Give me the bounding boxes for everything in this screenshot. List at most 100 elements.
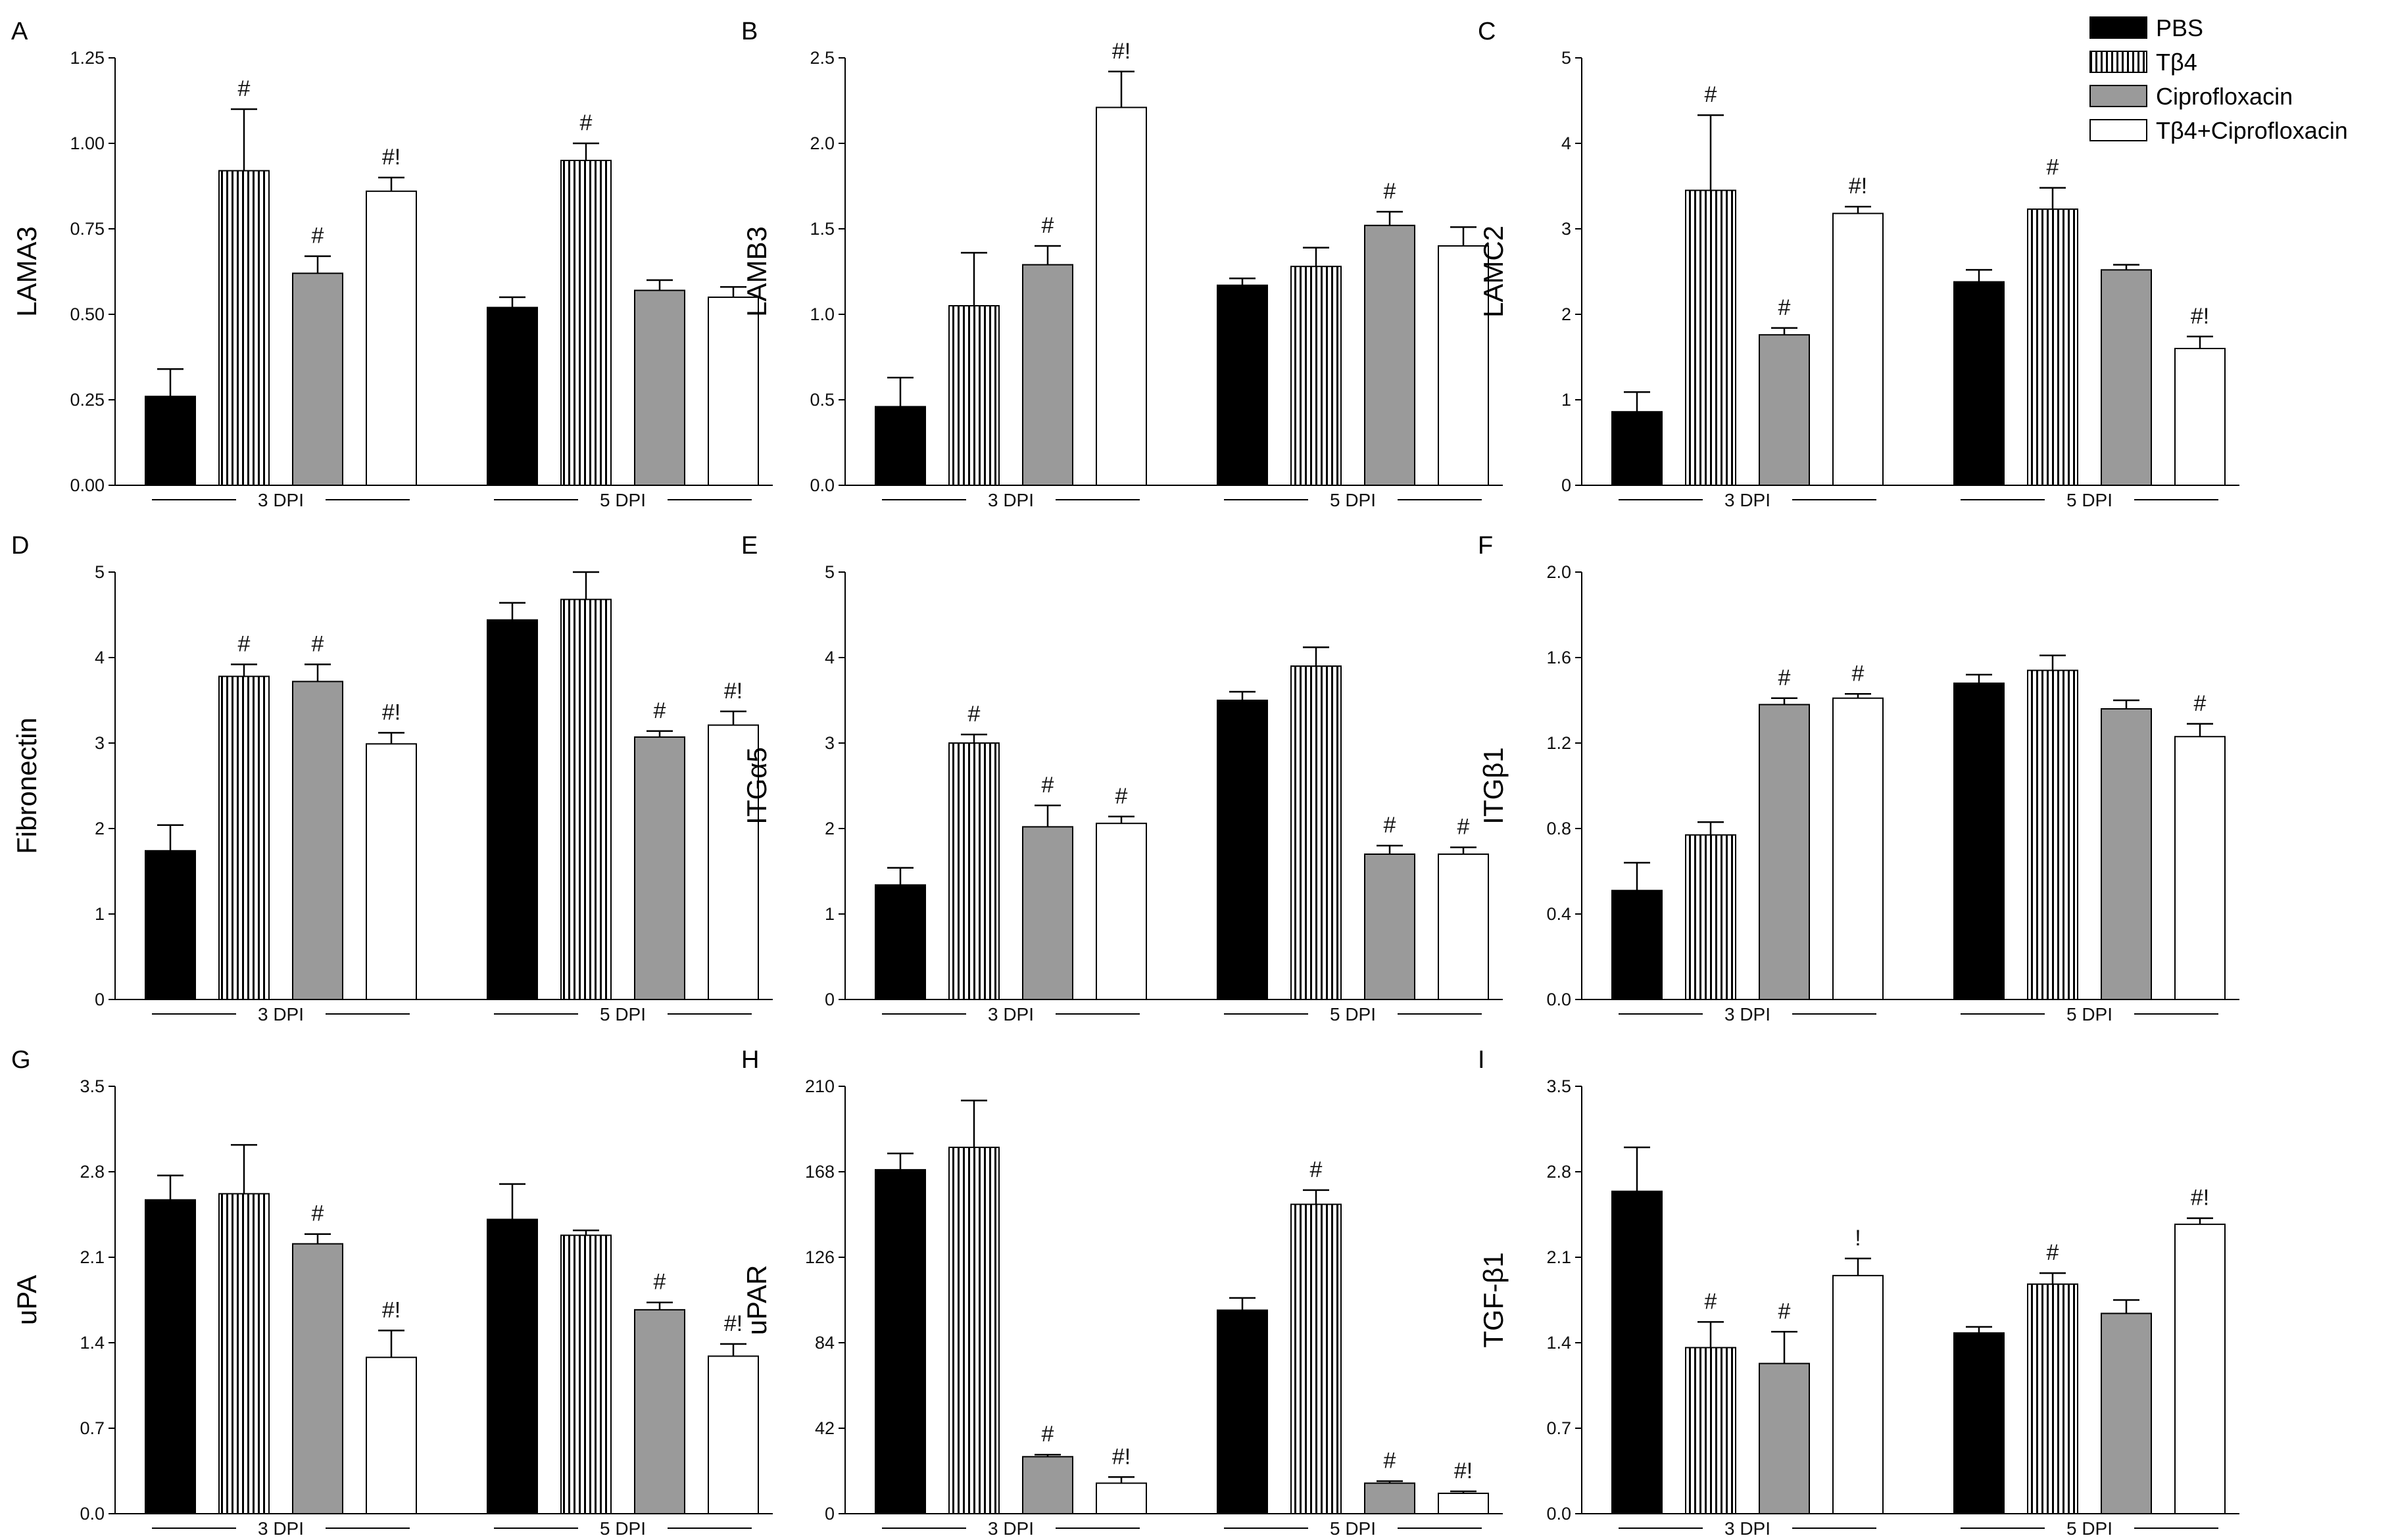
bar-g-tb4-ciprofloxacin-3dpi xyxy=(366,1357,417,1514)
annotation-d-tb4-3dpi: # xyxy=(238,631,251,656)
legend-label-tb4: Tβ4 xyxy=(2156,49,2197,76)
bar-d-ciprofloxacin-3dpi xyxy=(292,681,343,1001)
y-tick-label-d-1: 1 xyxy=(95,904,105,924)
bar-b-pbs-3dpi xyxy=(875,406,926,487)
bar-i-tb4-ciprofloxacin-3dpi xyxy=(1832,1274,1884,1515)
panel-b: B 0.0 0.5 1.0 1.5 2.0 2.5 LAMB3 # # #! 3 DPI 5 DPI xyxy=(741,18,1503,510)
y-tick-label-c-2: 2 xyxy=(1561,304,1571,324)
bar-h-ciprofloxacin-3dpi xyxy=(1022,1456,1073,1514)
annotation-e-ciprofloxacin-5dpi: # xyxy=(1384,813,1396,838)
bar-a-tb4-5dpi xyxy=(560,160,612,486)
bar-f-tb4-5dpi xyxy=(2027,669,2078,1000)
legend-swatch-tb4-ciprofloxacin xyxy=(2089,119,2147,141)
annotation-d-ciprofloxacin-5dpi: # xyxy=(654,698,666,723)
y-tick-label-e-3: 3 xyxy=(825,733,835,753)
annotation-e-tb4-ciprofloxacin-3dpi: # xyxy=(1115,784,1128,809)
y-tick-label-b-2: 1.0 xyxy=(810,304,835,324)
annotation-d-tb4-ciprofloxacin-5dpi: #! xyxy=(724,679,743,704)
bar-i-tb4-ciprofloxacin-5dpi xyxy=(2174,1223,2226,1515)
y-tick-label-c-0: 0 xyxy=(1561,475,1571,495)
legend-item-pbs: PBS xyxy=(2089,14,2203,41)
y-tick-label-e-4: 4 xyxy=(825,648,835,667)
group-label-h-5dpi: 5 DPI xyxy=(1330,1518,1376,1539)
bar-a-pbs-5dpi xyxy=(487,306,538,486)
y-tick-label-b-3: 1.5 xyxy=(810,219,835,239)
bar-e-pbs-3dpi xyxy=(875,884,926,1001)
annotation-e-ciprofloxacin-3dpi: # xyxy=(1042,773,1054,798)
bar-a-tb4-ciprofloxacin-3dpi xyxy=(366,190,417,486)
y-tick-label-i-5: 3.5 xyxy=(1546,1076,1571,1096)
group-label-d-3dpi: 3 DPI xyxy=(258,1004,304,1024)
annotation-h-tb4-ciprofloxacin-3dpi: #! xyxy=(1112,1444,1131,1469)
y-tick-label-c-5: 5 xyxy=(1561,48,1571,68)
y-tick-label-a-3: 0.75 xyxy=(70,219,105,239)
bar-h-tb4-5dpi xyxy=(1290,1203,1342,1514)
annotation-i-tb4-ciprofloxacin-5dpi: #! xyxy=(2191,1186,2209,1211)
bar-b-tb4-ciprofloxacin-3dpi xyxy=(1096,107,1147,486)
group-label-c-5dpi: 5 DPI xyxy=(2066,490,2112,510)
y-tick-label-a-4: 1.00 xyxy=(70,133,105,153)
bar-f-tb4-ciprofloxacin-3dpi xyxy=(1832,697,1884,1000)
annotation-b-tb4-ciprofloxacin-3dpi: #! xyxy=(1112,39,1131,64)
bar-d-pbs-5dpi xyxy=(487,619,538,1000)
group-label-b-3dpi: 3 DPI xyxy=(988,490,1034,510)
annotation-g-tb4-ciprofloxacin-3dpi: #! xyxy=(382,1297,401,1322)
bar-h-tb4-ciprofloxacin-3dpi xyxy=(1096,1482,1147,1515)
y-axis-title-d: Fibronectin xyxy=(11,717,42,854)
bar-i-ciprofloxacin-5dpi xyxy=(2101,1312,2152,1515)
annotation-h-ciprofloxacin-5dpi: # xyxy=(1384,1448,1396,1473)
bar-b-tb4-ciprofloxacin-5dpi xyxy=(1438,245,1489,486)
legend-label-tb4-ciprofloxacin: Tβ4+Ciprofloxacin xyxy=(2156,117,2348,144)
panel-letter-b: B xyxy=(741,18,758,45)
annotation-a-ciprofloxacin-3dpi: # xyxy=(312,224,324,249)
bar-i-pbs-3dpi xyxy=(1611,1190,1663,1514)
y-tick-label-f-5: 2.0 xyxy=(1546,562,1571,582)
panel-letter-d: D xyxy=(11,532,29,560)
y-axis-title-i: TGF-β1 xyxy=(1478,1252,1509,1347)
bar-c-tb4-ciprofloxacin-3dpi xyxy=(1832,212,1884,486)
y-tick-label-e-5: 5 xyxy=(825,562,835,582)
y-axis-title-e: ITGα5 xyxy=(741,747,772,825)
bar-d-tb4-3dpi xyxy=(218,675,270,1000)
annotation-i-tb4-ciprofloxacin-3dpi: ! xyxy=(1855,1226,1861,1251)
y-axis-title-h: uPAR xyxy=(741,1265,772,1335)
group-label-d-5dpi: 5 DPI xyxy=(600,1004,646,1024)
bar-e-tb4-ciprofloxacin-3dpi xyxy=(1096,823,1147,1000)
y-tick-label-g-1: 0.7 xyxy=(80,1418,105,1438)
bar-h-ciprofloxacin-5dpi xyxy=(1364,1482,1415,1515)
y-tick-label-a-2: 0.50 xyxy=(70,304,105,324)
panel-c: C 0 1 2 3 4 5 LAMC2 # # # #! #! 3 DPI 5 DPI xyxy=(1478,18,2239,510)
panel-letter-a: A xyxy=(11,18,28,45)
legend-label-ciprofloxacin: Ciprofloxacin xyxy=(2156,83,2293,110)
legend-label-pbs: PBS xyxy=(2156,14,2203,41)
bar-g-pbs-3dpi xyxy=(145,1199,196,1514)
y-tick-label-a-5: 1.25 xyxy=(70,48,105,68)
legend-swatch-ciprofloxacin xyxy=(2089,85,2147,107)
bar-d-tb4-ciprofloxacin-3dpi xyxy=(366,743,417,1001)
bar-g-tb4-3dpi xyxy=(218,1193,270,1515)
legend-item-tb4-ciprofloxacin: Tβ4+Ciprofloxacin xyxy=(2089,117,2348,144)
y-tick-label-d-2: 2 xyxy=(95,819,105,838)
panel-a: A 0.00 0.25 0.50 0.75 1.00 1.25 LAMA3 # # # #! 3 DPI… xyxy=(11,18,773,510)
legend-item-ciprofloxacin: Ciprofloxacin xyxy=(2089,83,2293,110)
y-tick-label-d-5: 5 xyxy=(95,562,105,582)
annotation-a-tb4-5dpi: # xyxy=(580,110,593,135)
y-tick-label-h-1: 42 xyxy=(815,1418,835,1438)
bar-a-ciprofloxacin-5dpi xyxy=(634,289,685,486)
bar-d-tb4-ciprofloxacin-5dpi xyxy=(708,724,759,1000)
panel-e: E 0 1 2 3 4 5 ITGα5 # # # # #3 DPI 5 DPI xyxy=(741,532,1503,1024)
bar-f-ciprofloxacin-3dpi xyxy=(1759,704,1810,1000)
bar-e-tb4-ciprofloxacin-5dpi xyxy=(1438,854,1489,1000)
annotation-g-ciprofloxacin-5dpi: # xyxy=(654,1270,666,1295)
annotation-h-tb4-5dpi: # xyxy=(1310,1157,1323,1182)
bar-b-ciprofloxacin-3dpi xyxy=(1022,264,1073,486)
panel-f: F 0.0 0.4 0.8 1.2 1.6 2.0 ITGβ1 # # #3 DPI 5 DPI xyxy=(1478,532,2239,1024)
bar-c-tb4-5dpi xyxy=(2027,208,2078,486)
y-tick-label-d-4: 4 xyxy=(95,648,105,667)
y-tick-label-h-5: 210 xyxy=(805,1076,835,1096)
legend: PBS Tβ4 Ciprofloxacin Tβ4+Ciprofloxacin xyxy=(2089,14,2348,144)
bar-a-ciprofloxacin-3dpi xyxy=(292,272,343,486)
annotation-c-tb4-ciprofloxacin-3dpi: #! xyxy=(1849,174,1867,199)
y-tick-label-e-2: 2 xyxy=(825,819,835,838)
